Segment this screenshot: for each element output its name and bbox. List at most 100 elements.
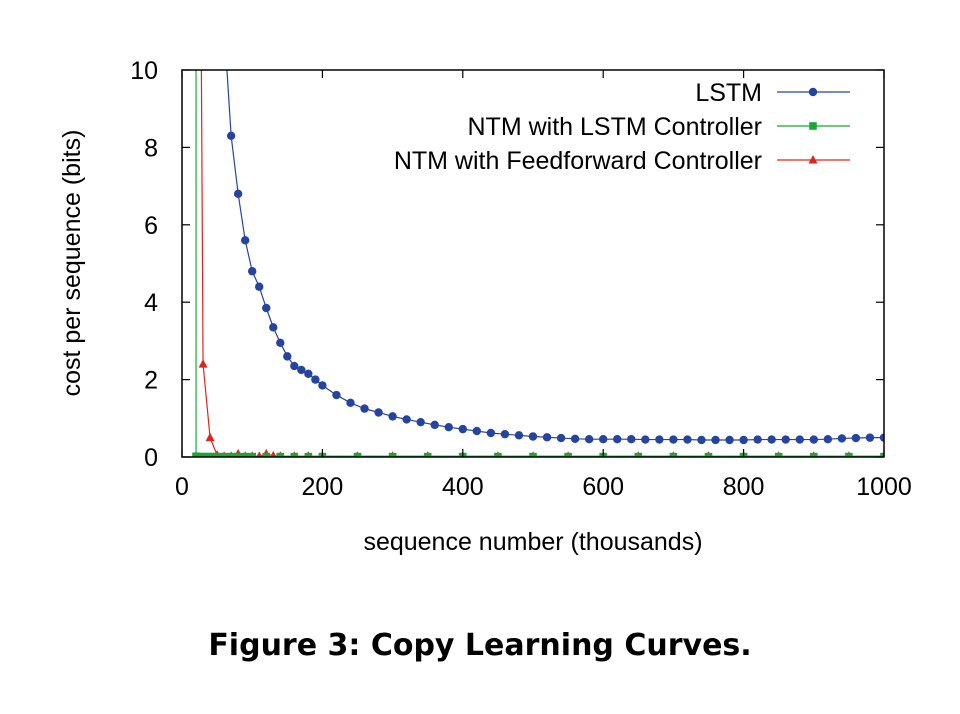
legend: LSTM NTM with LSTM Controller NTM with Fee…: [394, 79, 850, 175]
data-point: [227, 452, 235, 457]
figure-caption: Figure 3: Copy Learning Curves.: [208, 628, 752, 663]
x-tick-label: 800: [723, 473, 765, 501]
data-point: [290, 452, 299, 457]
data-point: [233, 189, 243, 199]
data-point: [255, 282, 264, 291]
series-triangle: [198, 70, 884, 457]
data-point: [205, 432, 215, 442]
data-point: [416, 417, 425, 427]
data-point: [318, 381, 327, 390]
y-tick-label: 6: [144, 212, 158, 240]
data-point: [851, 433, 861, 443]
data-point: [241, 452, 249, 457]
data-point: [234, 452, 242, 457]
data-point: [430, 420, 439, 430]
plot-frame: [181, 69, 885, 458]
data-point: [388, 412, 397, 421]
x-tick-label: 400: [442, 473, 484, 501]
data-point: [529, 452, 537, 457]
data-point: [402, 415, 411, 424]
ticks-layer: 0 200 400 600 800 1000 0 2 4 6 8 10: [130, 57, 912, 501]
series-layer: [192, 70, 884, 457]
y-axis-label: cost per sequence (bits): [58, 130, 86, 397]
data-point: [283, 352, 292, 361]
legend-label: NTM with Feedforward Controller: [394, 147, 762, 175]
legend-label: LSTM: [695, 79, 762, 107]
x-tick-label: 600: [582, 473, 624, 501]
series-line: [226, 70, 884, 441]
data-point: [213, 452, 221, 457]
y-tick-label: 0: [144, 444, 158, 472]
data-point: [346, 398, 355, 408]
legend-swatch-marker: [808, 87, 818, 97]
series-circle: [226, 70, 884, 445]
data-point: [809, 435, 818, 444]
data-point: [269, 450, 277, 457]
data-point: [697, 435, 706, 445]
data-point: [304, 369, 313, 378]
data-point: [311, 375, 320, 384]
data-point: [584, 434, 594, 444]
legend-swatch-marker: [808, 155, 818, 164]
data-point: [627, 434, 636, 444]
data-point: [767, 435, 776, 444]
data-point: [374, 408, 383, 417]
data-point: [634, 452, 643, 457]
data-point: [683, 435, 692, 444]
data-point: [795, 435, 804, 444]
data-point: [641, 435, 650, 444]
data-point: [297, 365, 306, 375]
data-point: [669, 452, 678, 457]
data-point: [570, 434, 580, 444]
x-axis-label: sequence number (thousands): [363, 528, 702, 556]
data-point: [494, 452, 502, 457]
data-point: [669, 435, 678, 444]
legend-swatch-marker: [809, 122, 817, 130]
data-point: [269, 323, 278, 332]
data-point: [332, 390, 341, 400]
data-point: [528, 432, 538, 441]
data-point: [304, 452, 313, 457]
data-point: [360, 404, 369, 413]
x-tick-label: 1000: [856, 473, 912, 501]
data-point: [198, 359, 208, 368]
series-line: [200, 70, 884, 457]
data-point: [444, 423, 453, 432]
data-point: [353, 452, 362, 457]
data-point: [810, 452, 818, 457]
data-point: [564, 452, 572, 457]
data-point: [276, 338, 285, 348]
legend-item: LSTM: [695, 79, 850, 107]
data-point: [865, 433, 875, 442]
legend-label: NTM with LSTM Controller: [468, 113, 763, 141]
data-point: [226, 131, 236, 140]
data-point: [486, 428, 496, 438]
y-tick-label: 4: [144, 289, 158, 317]
data-point: [613, 434, 622, 444]
data-point: [725, 435, 734, 445]
data-point: [845, 452, 853, 457]
data-point: [879, 433, 884, 442]
data-point: [458, 424, 467, 434]
data-point: [248, 267, 257, 276]
data-point: [240, 236, 250, 245]
data-point: [220, 452, 228, 457]
data-point: [711, 435, 720, 445]
legend-item: NTM with LSTM Controller: [468, 113, 850, 141]
data-point: [753, 435, 762, 444]
data-point: [248, 452, 256, 457]
data-point: [290, 361, 299, 371]
y-tick-label: 8: [144, 134, 158, 162]
learning-curves-chart: 0 200 400 600 800 1000 0 2 4 6 8 10 sequence number…: [58, 57, 912, 556]
data-point: [739, 435, 748, 445]
data-point: [423, 452, 432, 457]
series-square: [192, 70, 884, 457]
data-point: [542, 433, 552, 442]
data-point: [655, 435, 664, 444]
data-point: [262, 452, 271, 457]
data-point: [262, 303, 271, 313]
data-point: [472, 426, 482, 436]
data-point: [514, 431, 524, 440]
y-tick-label: 2: [144, 367, 158, 395]
legend-item: NTM with Feedforward Controller: [394, 147, 850, 175]
